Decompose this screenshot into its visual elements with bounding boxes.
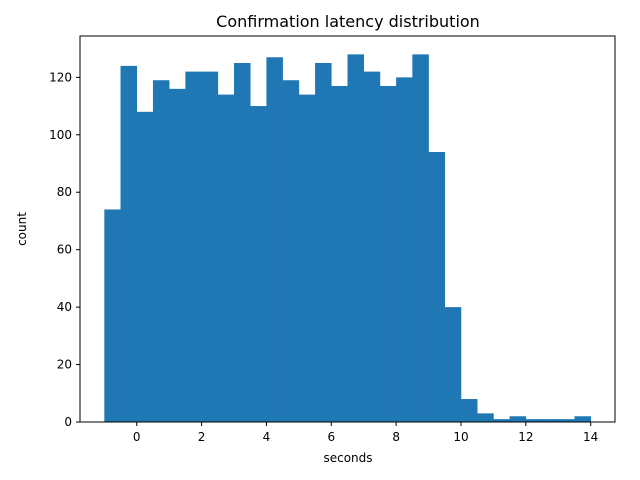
histogram-bar [574,416,591,422]
histogram-bar [282,80,300,423]
x-tick-label: 2 [198,430,206,444]
histogram-bar [396,77,413,422]
y-tick-label: 120 [49,70,72,84]
y-tick-label: 20 [57,358,72,372]
histogram-bar [428,152,446,422]
histogram-bar [477,413,494,422]
histogram-bar [201,71,219,422]
y-tick-label: 80 [57,185,72,199]
histogram-bar [152,80,170,423]
histogram-bar [104,209,121,422]
histogram-bar [558,419,575,422]
histogram-bar [331,85,348,423]
x-tick-label: 10 [453,430,468,444]
histogram-bar [363,71,381,422]
histogram-bar [525,419,543,422]
histogram-bar [120,65,138,422]
histogram-bar [379,85,397,423]
histogram-bar [315,62,332,423]
chart-title: Confirmation latency distribution [216,12,480,31]
y-tick-label: 60 [57,243,72,257]
histogram-bar [542,419,559,422]
x-tick-label: 0 [133,430,141,444]
histogram-bar [298,94,316,422]
histogram-bar [509,416,527,422]
y-axis-ticks: 0 20 40 60 80 100 120 [49,70,80,429]
y-tick-label: 40 [57,300,72,314]
x-tick-label: 14 [583,430,598,444]
histogram-bar [185,71,202,422]
y-tick-label: 0 [64,415,72,429]
x-tick-label: 12 [518,430,533,444]
bars-group [104,54,591,423]
y-axis-label: count [15,212,29,246]
histogram-bar [460,399,478,422]
histogram-bar [136,111,154,423]
x-axis-label: seconds [323,451,372,465]
histogram-bar [412,54,429,422]
histogram-bar [250,106,267,422]
histogram-bar [169,88,186,422]
x-tick-label: 6 [327,430,335,444]
plot-area-frame [79,35,616,423]
x-tick-label: 8 [392,430,400,444]
histogram-bar [347,54,365,422]
histogram-bar [234,62,251,423]
x-axis-ticks: 0 2 4 6 8 10 12 14 [133,422,598,444]
histogram-bar [493,419,510,422]
x-tick-label: 4 [263,430,271,444]
histogram-bar [444,307,462,422]
histogram-bar [266,57,283,422]
histogram-bar [217,94,235,422]
y-tick-label: 100 [49,128,72,142]
